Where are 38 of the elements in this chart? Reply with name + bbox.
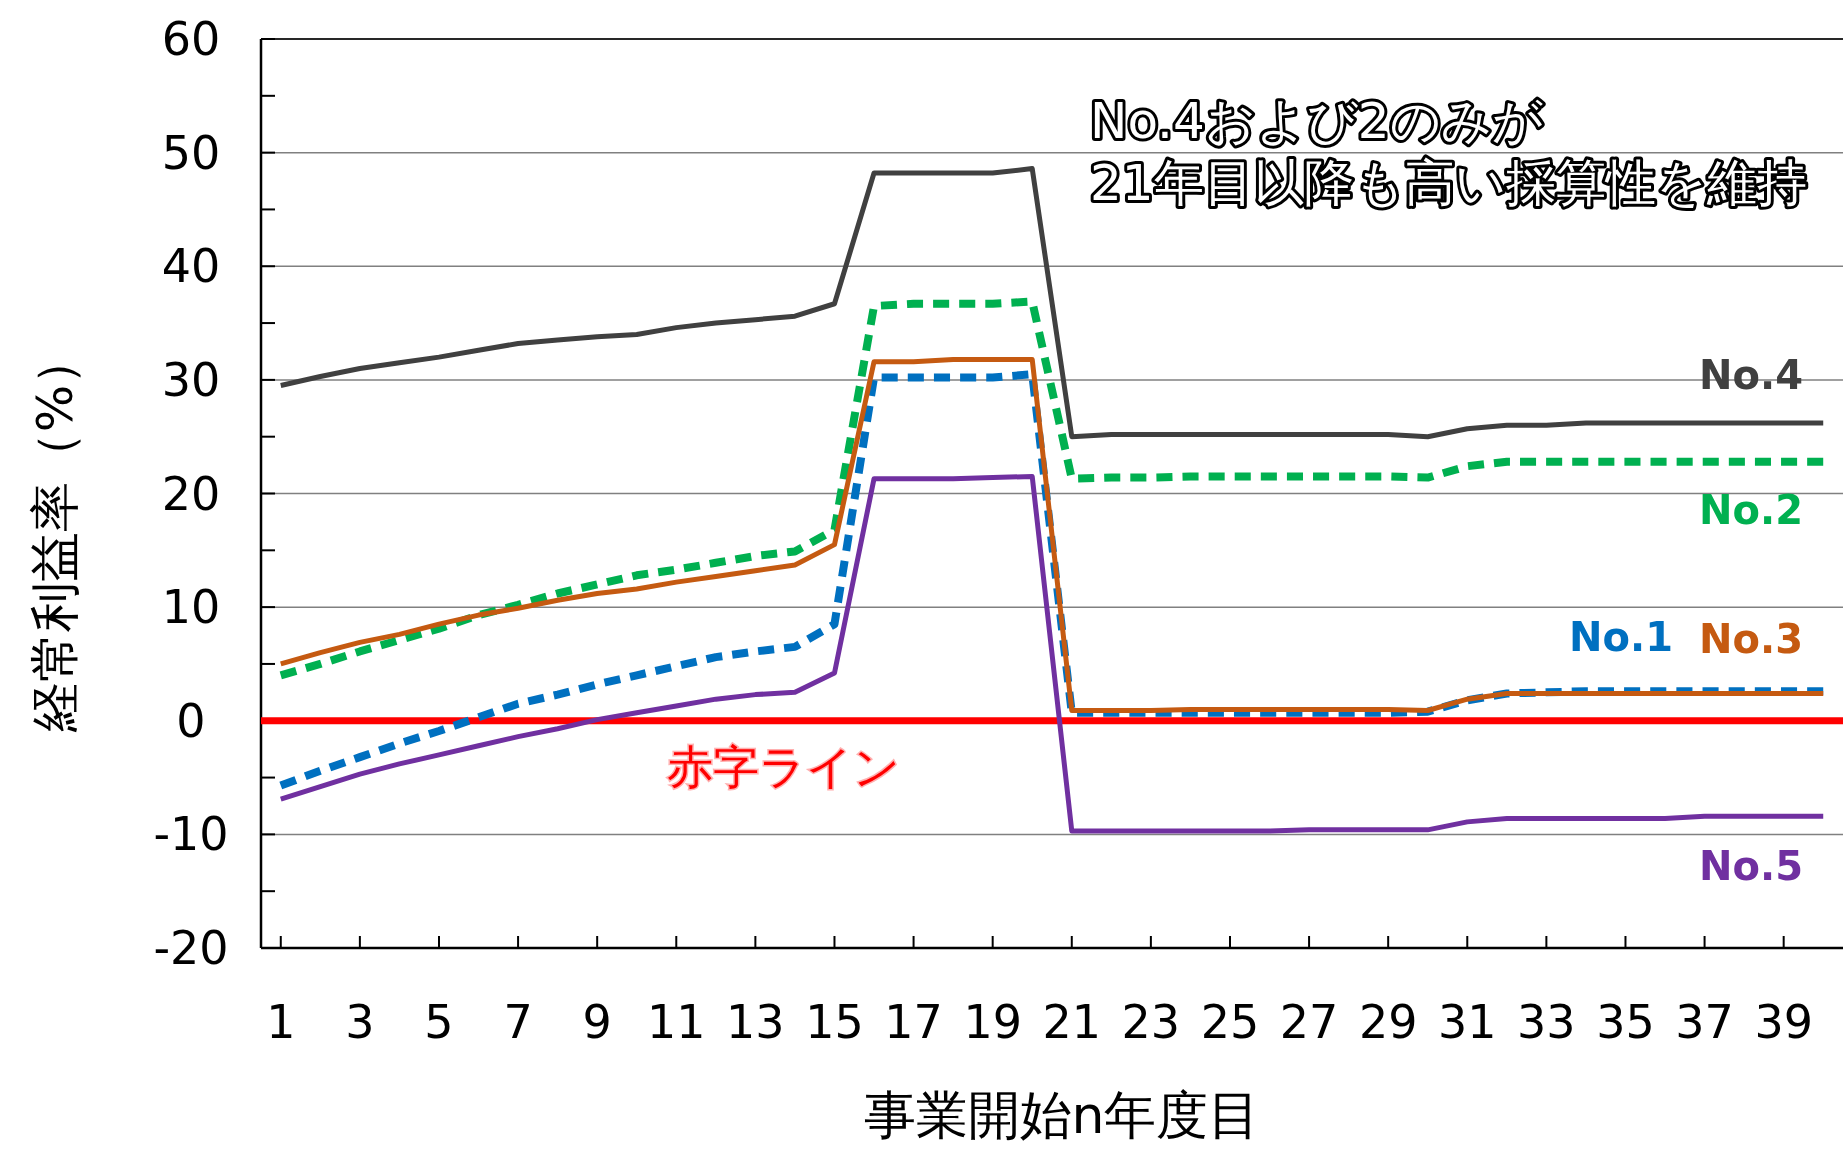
y-tick-label: 50: [161, 125, 221, 180]
x-tick-label: 5: [424, 995, 454, 1049]
x-tick-label: 39: [1754, 995, 1813, 1049]
y-tick-label: 40: [161, 239, 221, 294]
x-tick-label: 27: [1279, 995, 1339, 1049]
x-tick-label: 37: [1675, 995, 1734, 1049]
x-tick-label: 9: [582, 995, 612, 1049]
y-axis-title: 経常利益率（%）: [26, 334, 84, 734]
y-tick-label: 30: [161, 352, 221, 407]
y-tick-label: 60: [161, 12, 221, 66]
ref-line-label: 赤字ライン: [666, 739, 900, 794]
series-label: No.2: [1699, 486, 1803, 533]
x-tick-label: 35: [1596, 995, 1655, 1049]
x-tick-label: 13: [726, 995, 785, 1049]
series-label: No.5: [1699, 843, 1803, 890]
x-tick-label: 23: [1121, 995, 1181, 1049]
x-tick-label: 31: [1438, 995, 1497, 1049]
y-tick-label: 10: [161, 580, 221, 635]
x-tick-label: 3: [345, 995, 375, 1049]
annotation: 21年目以降も高い採算性を維持: [1090, 154, 1807, 212]
x-tick-label: 11: [647, 995, 706, 1049]
x-tick-label: 7: [503, 995, 533, 1049]
x-tick-label: 29: [1358, 995, 1418, 1049]
x-tick-label: 19: [963, 995, 1022, 1049]
series-label: No.4: [1699, 352, 1803, 399]
y-tick-label: -20: [153, 921, 229, 975]
x-tick-label: 1: [266, 995, 296, 1049]
y-tick-label: 0: [176, 693, 206, 748]
x-tick-label: 33: [1517, 995, 1576, 1049]
x-tick-label: 17: [884, 995, 943, 1049]
x-tick-label: 21: [1042, 995, 1102, 1049]
x-tick-label: 25: [1200, 995, 1260, 1049]
x-axis-title: 事業開始n年度目: [863, 1085, 1261, 1145]
series-label: No.1: [1569, 614, 1673, 661]
series-label: No.3: [1699, 616, 1803, 663]
y-tick-label: 20: [161, 466, 221, 521]
y-tick-label: -10: [153, 807, 229, 862]
x-tick-label: 15: [805, 995, 864, 1049]
